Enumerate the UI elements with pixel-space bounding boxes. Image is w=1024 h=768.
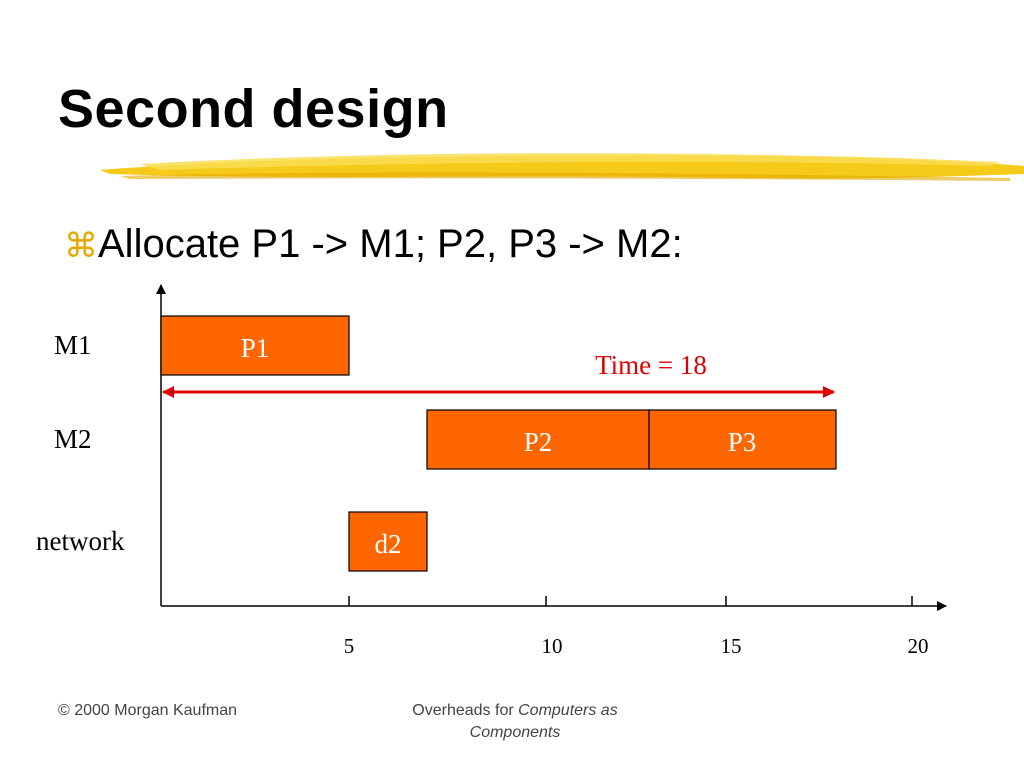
- bullet-text: Allocate P1 -> M1; P2, P3 -> M2:: [98, 222, 683, 266]
- footer-prefix: Overheads for: [412, 702, 519, 719]
- x-tick-label: 20: [908, 634, 929, 658]
- task-bar-p3: [648, 409, 837, 470]
- task-bar-p1: [160, 315, 350, 376]
- footer-course-title: Overheads for Computers as Components: [370, 700, 660, 744]
- task-bar-p2: [426, 409, 650, 470]
- decorative-brush-stroke: [100, 153, 1024, 181]
- footer-copyright: © 2000 Morgan Kaufman: [58, 702, 238, 719]
- x-tick-label: 5: [344, 634, 355, 658]
- row-label-network: network: [36, 526, 125, 556]
- slide-title: Second design: [58, 79, 449, 139]
- row-label-m2: M2: [54, 424, 92, 454]
- task-label-d2: d2: [375, 529, 402, 559]
- command-bullet-icon: ⌘: [64, 227, 98, 265]
- footer-book-title: Computers as Components: [469, 702, 618, 741]
- task-label-p2: P2: [524, 427, 553, 457]
- x-tick-label: 15: [721, 634, 742, 658]
- task-label-p3: P3: [728, 427, 757, 457]
- row-label-m1: M1: [54, 330, 92, 360]
- x-tick-label: 10: [542, 634, 563, 658]
- task-label-p1: P1: [241, 333, 270, 363]
- total-time-label: Time = 18: [595, 350, 707, 380]
- task-bar-d2: [348, 511, 428, 572]
- bullet-point: ⌘Allocate P1 -> M1; P2, P3 -> M2:: [64, 222, 683, 267]
